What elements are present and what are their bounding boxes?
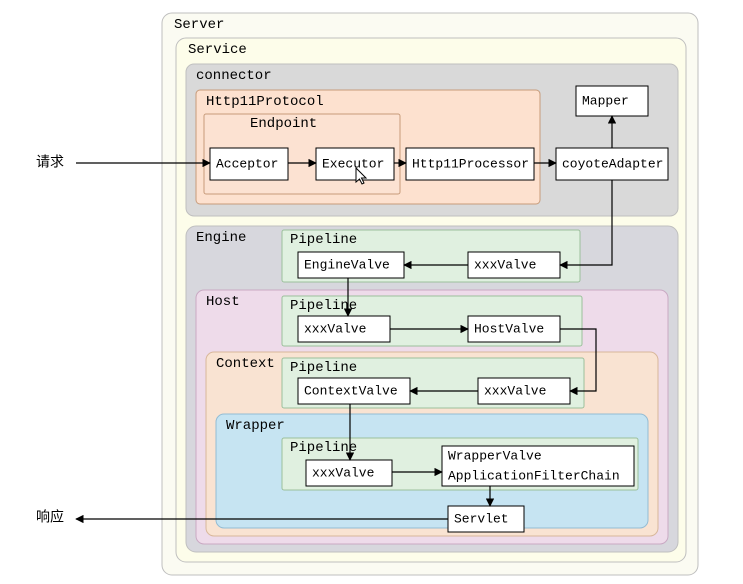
coyote-label: coyoteAdapter <box>562 156 663 171</box>
contextValve-label: ContextValve <box>304 383 398 398</box>
context-label: Context <box>216 356 275 372</box>
http11-label: Http11Protocol <box>206 94 324 110</box>
connector-label: connector <box>196 68 272 84</box>
eng_xxx-label: xxxValve <box>474 257 536 272</box>
http11proc-label: Http11Processor <box>412 156 529 171</box>
server-label: Server <box>174 17 224 33</box>
wrapperValve-label-0: WrapperValve <box>448 448 542 463</box>
hostValve-label: HostValve <box>474 321 544 336</box>
wrapperValve-label-1: ApplicationFilterChain <box>448 468 620 483</box>
engineValve-label: EngineValve <box>304 257 390 272</box>
tomcat-architecture-diagram: Server Service connector Http11Protocol Endp… <box>0 0 743 584</box>
ctx_xxx-label: xxxValve <box>484 383 546 398</box>
mapper-label: Mapper <box>582 93 629 108</box>
servlet-label: Servlet <box>454 511 509 526</box>
engine-label: Engine <box>196 230 246 246</box>
response-label: 响应 <box>36 509 64 525</box>
host-label: Host <box>206 294 240 310</box>
pl_engine-label: Pipeline <box>290 232 357 248</box>
endpoint-label: Endpoint <box>250 116 317 132</box>
pl_wrap-label: Pipeline <box>290 440 357 456</box>
pl_ctx-label: Pipeline <box>290 360 357 376</box>
service-label: Service <box>188 42 247 58</box>
host_xxx-label: xxxValve <box>304 321 366 336</box>
pl_host-label: Pipeline <box>290 298 357 314</box>
wrap_xxx-label: xxxValve <box>312 465 374 480</box>
acceptor-label: Acceptor <box>216 156 278 171</box>
wrapper-label: Wrapper <box>226 418 285 434</box>
request-label: 请求 <box>36 154 64 170</box>
executor-label: Executor <box>322 156 384 171</box>
